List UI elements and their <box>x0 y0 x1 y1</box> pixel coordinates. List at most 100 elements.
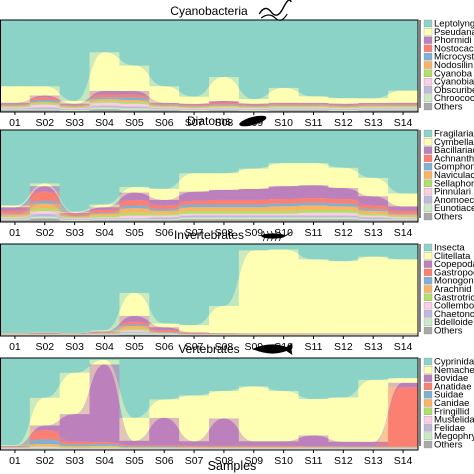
bar-s07-cyanoba <box>179 107 209 109</box>
legend: LeptolyngPseudanaPhormidiNostocacMicrocy… <box>419 19 474 113</box>
bar-s01-phormidi <box>0 102 30 104</box>
legend-label: Cyprinida <box>434 357 474 368</box>
bar-s12-chroococ <box>328 110 359 112</box>
legend-swatch <box>423 415 433 424</box>
bar-s04-fringillid <box>89 446 120 448</box>
legend-swatch <box>423 28 433 36</box>
legend: FragilariacCymbellacBacillariacAchnanthG… <box>419 129 474 223</box>
legend-label: Gastropod <box>434 267 474 278</box>
legend-label: Arachnid <box>434 284 472 295</box>
bar-s11-clitellata <box>298 259 329 334</box>
cyanobacteria-filament-icon <box>258 0 292 21</box>
bar-s02-cyanobia <box>29 104 60 108</box>
bar-s07-leptolyng <box>179 20 209 97</box>
bar-s03-leptolyng <box>59 20 90 101</box>
bar-s07-copepoda <box>179 332 209 334</box>
legend-label: Pinnulari <box>434 187 471 198</box>
bar-s12-fragilariac <box>328 130 359 168</box>
bar-s02-bacillariac <box>29 186 60 192</box>
bar-s02-canidae <box>29 443 60 446</box>
bar-s05-fragilariac <box>119 130 150 188</box>
bar-s11-cymbellac <box>298 163 329 186</box>
x-tick-label: S13 <box>364 455 383 467</box>
panel-title: Invertebrates <box>174 228 244 242</box>
bar-s09-eunotiace <box>238 217 269 220</box>
legend-swatch <box>423 366 433 374</box>
bar-s08-gomphon <box>209 204 239 208</box>
legend-swatch <box>423 326 433 335</box>
legend-swatch <box>423 19 433 28</box>
bar-s08-nemache <box>209 390 239 419</box>
bar-s11-naviculac <box>298 205 329 211</box>
bar-s03-microcysti <box>59 105 90 107</box>
bar-s03-nemache <box>59 372 90 415</box>
bar-s03-phormidi <box>59 103 90 105</box>
x-tick-label: S06 <box>155 117 174 129</box>
bar-s13-cyanobia <box>358 107 389 109</box>
legend-swatch <box>423 391 433 399</box>
bar-s05-others <box>119 334 150 336</box>
legend-swatch <box>423 277 433 285</box>
bar-s05-microcysti <box>119 97 150 101</box>
bar-s10-insecta <box>268 244 299 250</box>
bar-s10-obscuribe <box>268 108 299 110</box>
bar-s05-nostocac <box>119 94 150 98</box>
bar-s14-nostocac <box>388 103 418 105</box>
legend-swatch <box>423 357 433 366</box>
bar-s10-sellaphor <box>268 210 299 214</box>
x-tick-label: S08 <box>215 227 234 239</box>
bar-s02-cyanoba <box>29 102 60 105</box>
bar-s06-obscuribe <box>149 108 180 110</box>
bar-s07-nodosilin <box>179 106 209 108</box>
bar-s14-obscuribe <box>388 108 418 110</box>
bar-s10-bovidae <box>268 441 299 446</box>
bar-s10-achnanth <box>268 199 299 204</box>
bar-s06-gastropod <box>149 329 180 332</box>
bar-s06-leptolyng <box>149 20 180 87</box>
bar-s14-eunotiace <box>388 219 418 221</box>
bar-s12-obscuribe <box>328 109 359 111</box>
bar-s08-pinnulari <box>209 213 239 216</box>
bar-s04-nostocac <box>89 94 120 98</box>
bar-s01-obscuribe <box>0 108 30 110</box>
bar-s12-insecta <box>328 244 359 262</box>
bar-s11-bovidae <box>298 435 329 447</box>
legend-label: Bdelloide <box>434 317 473 328</box>
legend-swatch <box>423 243 433 252</box>
legend-swatch <box>423 293 433 301</box>
bar-s13-bovidae <box>358 441 389 447</box>
bar-s03-canidae <box>59 446 90 448</box>
bar-s11-gomphon <box>298 202 329 206</box>
bar-s05-bacillariac <box>119 192 150 200</box>
bar-s11-nemache <box>298 398 329 436</box>
bar-s07-cymbellac <box>179 173 209 192</box>
x-tick-label: S05 <box>125 117 144 129</box>
bar-s04-anomoec <box>89 218 120 220</box>
bar-s07-microcysti <box>179 105 209 107</box>
legend-swatch <box>423 94 433 102</box>
legend-swatch <box>423 252 433 260</box>
legend-label: Mustelida <box>434 415 474 426</box>
bar-s06-others <box>149 110 180 112</box>
bar-s03-naviculac <box>59 216 90 218</box>
bar-s11-pseudana <box>298 96 329 103</box>
legend-swatch <box>423 424 433 432</box>
bar-s06-phormidi <box>149 102 180 104</box>
bar-s02-pseudana <box>29 86 60 96</box>
bar-s10-bacillariac <box>268 186 299 199</box>
bar-s12-eunotiace <box>328 217 359 220</box>
bar-s11-cyanobia <box>298 107 329 109</box>
bar-s10-cyanobia <box>268 107 299 109</box>
bar-s02-megophry <box>29 448 60 450</box>
bar-s03-pseudana <box>59 100 90 104</box>
bar-s08-cyanoba <box>209 106 239 108</box>
bar-s08-others <box>209 219 239 222</box>
bar-s03-cyanobia <box>59 108 90 110</box>
bar-s05-achnanth <box>119 199 150 206</box>
bar-s14-nemache <box>388 378 418 383</box>
bar-s14-anomoec <box>388 218 418 220</box>
bar-s02-bovidae <box>29 425 60 431</box>
bar-s13-naviculac <box>358 210 389 214</box>
bar-s13-nostocac <box>358 103 389 105</box>
bar-s10-nostocac <box>268 103 299 105</box>
